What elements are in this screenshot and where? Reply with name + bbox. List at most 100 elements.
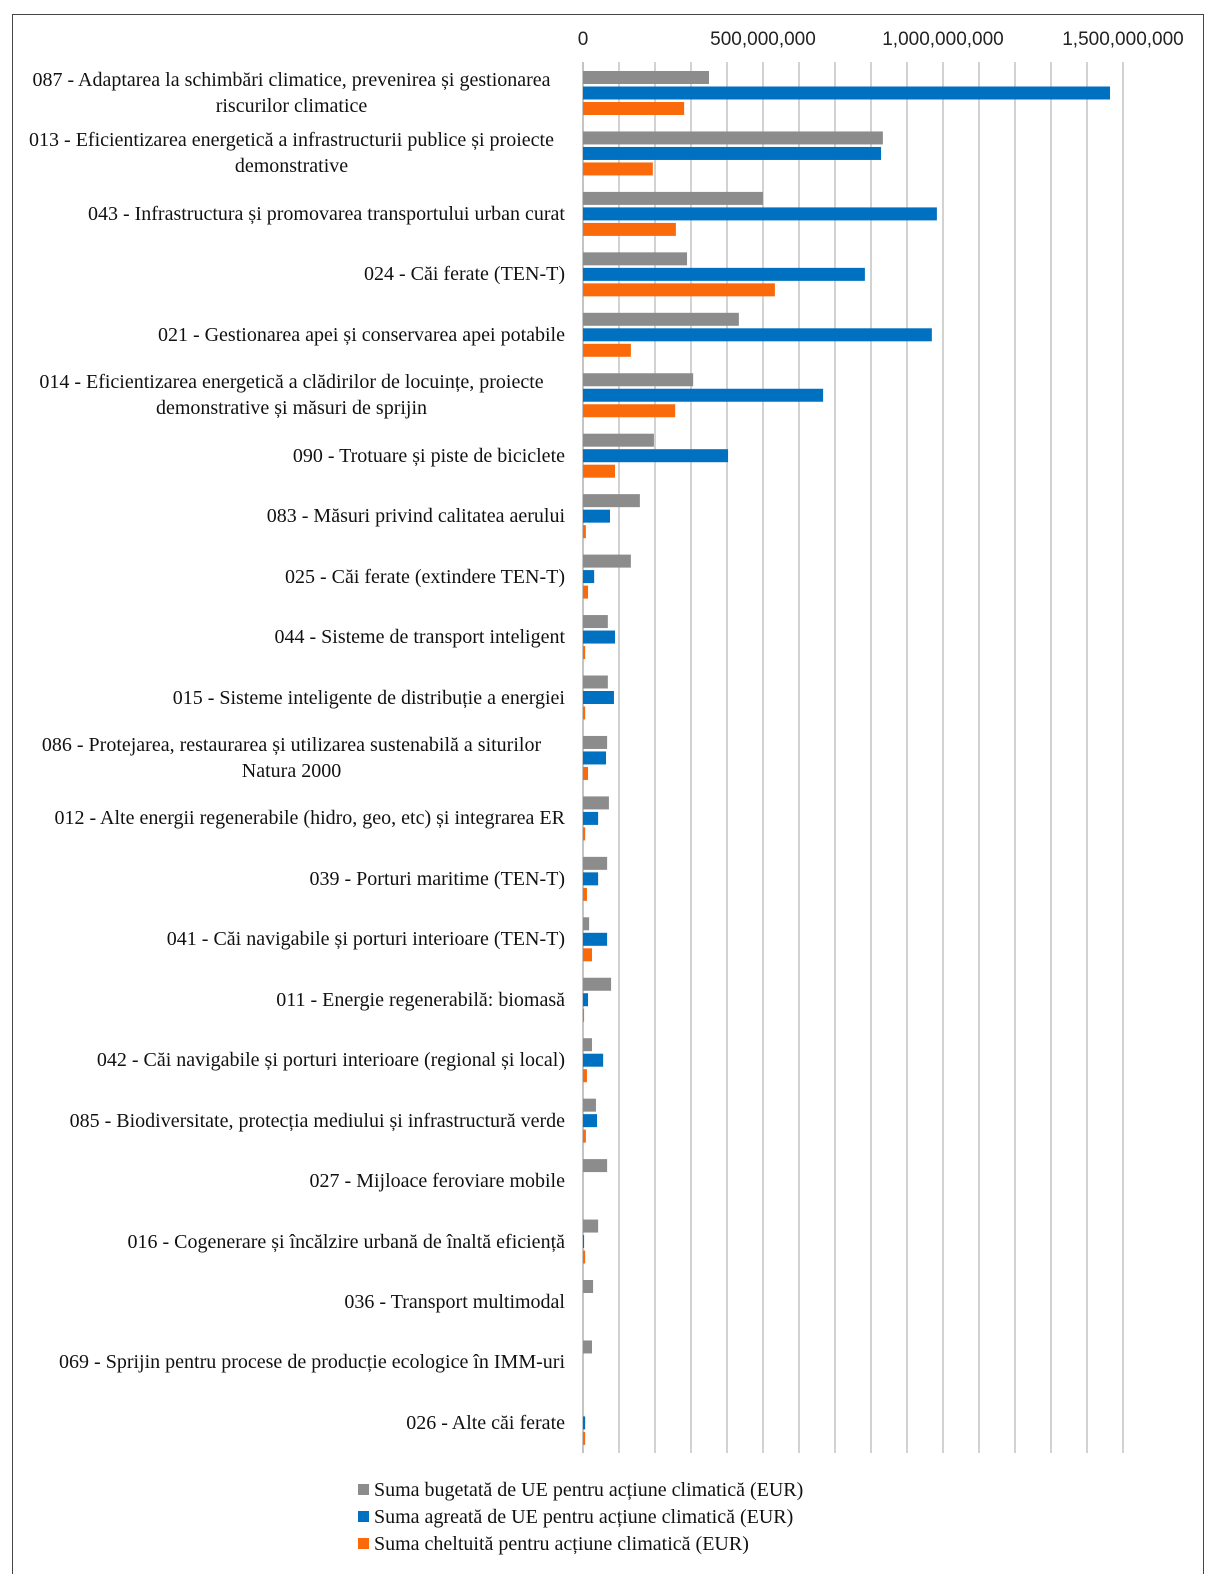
bar [583,630,616,644]
bar [583,1416,586,1430]
category-label: 044 - Sisteme de transport inteligent [18,624,566,650]
category-text: 069 - Sprijin pentru procese de producți… [59,1351,565,1374]
category-label: 016 - Cogenerare și încălzire urbană de … [18,1229,565,1255]
bar [583,796,609,810]
category-label: 014 - Eficientizarea energetică a clădir… [18,369,565,421]
bar [583,570,595,584]
bar [583,691,614,704]
category-text: 085 - Biodiversitate, protecția mediului… [69,1109,565,1132]
bar [583,751,607,765]
category-label: 027 - Mijloace feroviare mobile [18,1168,565,1194]
bar [583,267,865,281]
category-text: 086 - Protejarea, restaurarea și utiliza… [41,733,542,782]
bar [583,1069,587,1083]
bar [583,856,608,870]
bar [583,585,589,599]
bar [583,1114,598,1128]
category-label: 041 - Căi navigabile și porturi interioa… [18,926,565,952]
legend-swatch [358,1484,369,1495]
bar [583,735,608,749]
category-label: 036 - Transport multimodal [18,1289,565,1315]
category-label: 083 - Măsuri privind calitatea aerului [18,503,565,529]
category-label: 021 - Gestionarea apei și conservarea ap… [18,322,565,348]
bar [583,373,694,387]
category-text: 087 - Adaptarea la schimbări climatice, … [32,69,551,117]
bar [583,328,932,342]
bar [583,252,688,266]
category-text: 021 - Gestionarea apei și conservarea ap… [157,323,565,346]
category-text: 014 - Eficientizarea energetică a clădir… [39,371,544,420]
category-text: 042 - Căi navigabile și porturi interioa… [96,1049,565,1072]
category-label: 085 - Biodiversitate, protecția mediului… [18,1108,565,1134]
bar [583,1098,596,1112]
category-label: 012 - Alte energii regenerabile (hidro, … [18,805,565,831]
category-text: 036 - Transport multimodal [344,1291,565,1313]
category-label: 015 - Sisteme inteligente de distribuție… [18,685,565,711]
bar [583,86,1111,100]
category-label: 039 - Porturi maritime (TEN-T) [18,866,566,892]
category-text: 027 - Mijloace feroviare mobile [309,1170,565,1193]
category-label: 042 - Căi navigabile și porturi interioa… [18,1047,565,1073]
bar [583,1431,586,1445]
bar [583,827,586,841]
bar [583,872,599,886]
legend-entry: Suma agreată de UE pentru acțiune climat… [358,1506,793,1529]
category-text: 039 - Porturi maritime (TEN-T) [309,867,566,890]
bar [583,706,586,720]
category-text: 025 - Căi ferate (extindere TEN-T) [284,565,565,588]
bar [583,1159,608,1173]
category-text: 015 - Sisteme inteligente de distribuție… [172,686,565,709]
x-tick-label: 1,000,000,000 [882,29,1004,50]
category-label: 025 - Căi ferate (extindere TEN-T) [18,564,565,590]
bar [583,146,882,160]
legend-swatch [358,1511,369,1522]
category-label: 024 - Căi ferate (TEN-T) [18,261,565,287]
bar [583,766,589,780]
legend-entry: Suma cheltuită pentru acțiune climatică … [358,1533,749,1556]
x-tick-label: 0 [578,29,589,50]
bar [583,71,709,84]
category-label: 086 - Protejarea, restaurarea și utiliza… [18,732,565,784]
bar [583,977,612,991]
bar [583,917,590,931]
bar [583,162,653,176]
bar [583,433,654,447]
bar [583,932,608,946]
bar [583,131,883,145]
bar [583,102,685,115]
category-text: 083 - Măsuri privind calitatea aerului [266,505,565,528]
legend-label: Suma agreată de UE pentru acțiune climat… [374,1506,794,1528]
bar [583,1235,585,1249]
bar [583,1053,604,1067]
bar [583,525,586,539]
category-text: 024 - Căi ferate (TEN-T) [363,263,565,286]
bar [583,646,586,660]
legend-entry: Suma bugetată de UE pentru acțiune clima… [358,1479,803,1502]
bar [583,222,676,236]
bar [583,554,631,568]
bar [583,887,587,901]
category-label: 043 - Infrastructura și promovarea trans… [18,201,565,227]
bar [583,191,763,205]
bar [583,494,640,508]
legend-swatch [358,1538,369,1549]
category-text: 016 - Cogenerare și încălzire urbană de … [127,1230,565,1253]
bar [583,464,616,478]
category-label: 026 - Alte căi ferate [18,1410,565,1436]
bar [583,312,739,326]
bar [583,993,589,1007]
x-tick-label: 1,500,000,000 [1062,29,1184,50]
bar [583,404,676,418]
bar [583,1340,592,1354]
category-label: 087 - Adaptarea la schimbări climatice, … [18,67,565,119]
bar [583,388,824,402]
bar [583,1008,585,1022]
category-text: 090 - Trotuare și piste de biciclete [292,444,565,467]
category-label: 090 - Trotuare și piste de biciclete [18,443,565,469]
category-text: 041 - Căi navigabile și porturi interioa… [166,928,565,951]
category-label: 013 - Eficientizarea energetică a infras… [18,127,565,179]
bar [583,343,631,357]
x-tick-label: 500,000,000 [710,29,816,50]
bar [583,948,592,962]
